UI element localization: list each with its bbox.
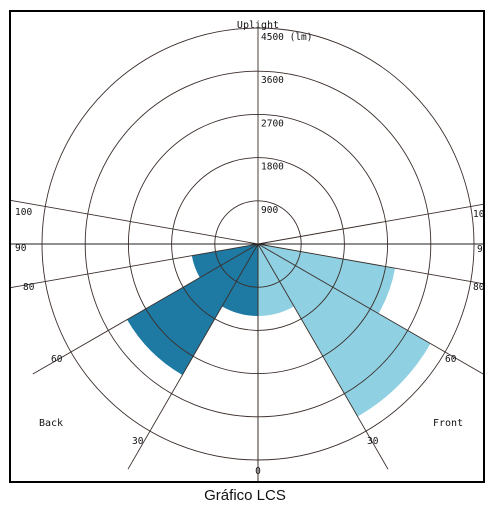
angle-label-front-30: 30 — [367, 436, 379, 447]
grid-ray-back-80 — [11, 243, 259, 289]
angle-label-front-100: 100 — [473, 209, 483, 220]
front-sector-0-30 — [258, 244, 294, 316]
grid-ray-front-80 — [257, 243, 483, 285]
chart-caption: Gráfico LCS — [204, 487, 286, 504]
angle-label-0: 0 — [255, 466, 261, 477]
grid-ray-front-30 — [257, 243, 389, 470]
grid-ray-front-100 — [257, 203, 483, 245]
radial-tick-1: 1800 — [261, 162, 284, 173]
label-back: Back — [39, 418, 63, 429]
back-sector-0-30 — [222, 244, 258, 316]
angle-label-back-60: 60 — [51, 354, 63, 365]
radial-tick-4: 4500 (lm) — [261, 32, 312, 43]
label-uplight: Uplight — [237, 20, 279, 31]
angle-label-back-30: 30 — [132, 436, 144, 447]
grid-ray-front-60 — [257, 243, 483, 375]
angle-label-back-90: 90 — [15, 243, 27, 254]
front-sector-30-60 — [258, 244, 431, 417]
back-sector-30-60 — [127, 244, 258, 375]
radial-tick-3: 3600 — [261, 75, 284, 86]
grid-ray-back-100 — [11, 199, 259, 245]
radial-tick-0: 900 — [261, 205, 278, 216]
angle-label-front-80: 80 — [473, 282, 483, 293]
grid-ray-back-60 — [32, 243, 259, 375]
angle-label-front-90: 90 — [477, 244, 483, 255]
angle-label-back-80: 80 — [23, 282, 35, 293]
radial-tick-2: 2700 — [261, 118, 284, 129]
back-sector-60-80 — [191, 244, 258, 278]
angle-label-back-100: 100 — [15, 207, 32, 218]
grid-ray-back-30 — [127, 243, 259, 470]
label-front: Front — [433, 418, 463, 429]
angle-label-front-60: 60 — [445, 354, 457, 365]
front-sector-60-80 — [258, 244, 396, 314]
